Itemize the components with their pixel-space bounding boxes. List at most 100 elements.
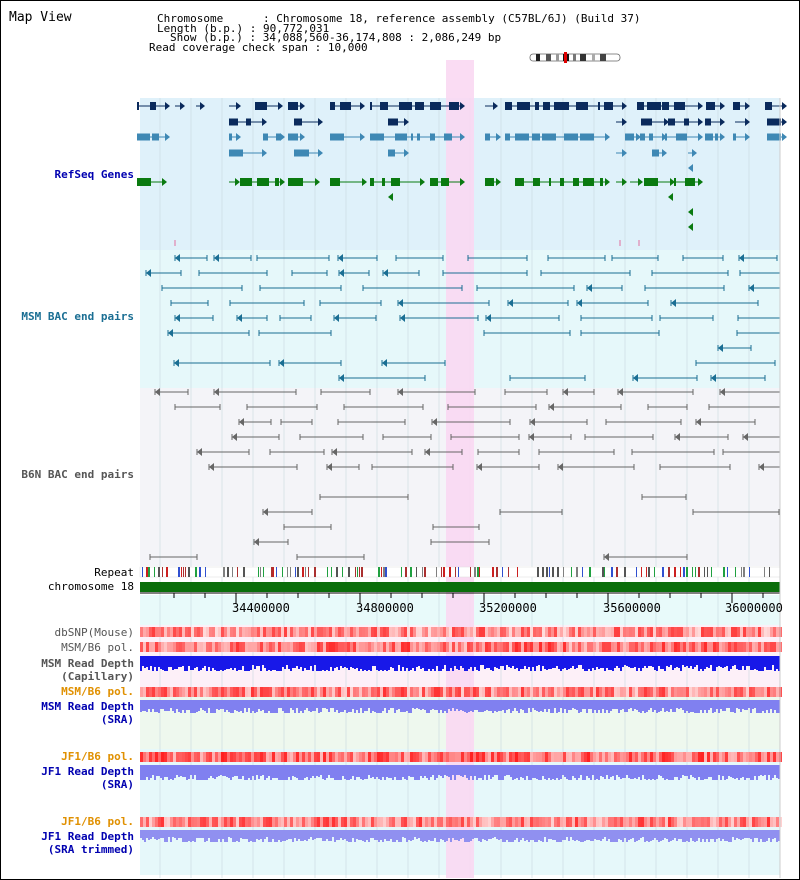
- track-label-jf1-depth[interactable]: JF1 Read Depth: [41, 765, 134, 778]
- jf1-trimmed-depth-bar: [462, 830, 464, 838]
- polymorphism-heat-cell: [569, 627, 572, 637]
- polymorphism-heat-cell: [668, 687, 671, 697]
- track-label-chromosome[interactable]: chromosome 18: [47, 580, 134, 593]
- track-label-msm-depth-cap[interactable]: MSM Read Depth: [41, 657, 134, 670]
- polymorphism-heat-cell: [353, 752, 356, 762]
- jf1-trimmed-depth-bar: [160, 830, 162, 838]
- polymorphism-heat-cell: [251, 687, 254, 697]
- jf1-depth-bar: [396, 765, 398, 780]
- polymorphism-heat-cell: [269, 752, 272, 762]
- page-title: Map View: [9, 10, 72, 25]
- jf1-trimmed-depth-bar: [478, 830, 480, 841]
- polymorphism-heat-cell: [560, 687, 563, 697]
- track-label-refseq[interactable]: RefSeq Genes: [54, 168, 134, 181]
- track-label-msm-b6-pol-1[interactable]: MSM/B6 pol.: [61, 641, 134, 654]
- gene-exon: [150, 102, 156, 110]
- msm-sra-depth-bar: [190, 700, 192, 713]
- polymorphism-heat-cell: [158, 627, 161, 637]
- track-label-msm-depth-sra[interactable]: MSM Read Depth: [41, 700, 134, 713]
- polymorphism-heat-cell: [602, 752, 605, 762]
- msm-capillary-depth-bar: [594, 656, 596, 670]
- msm-sra-depth-bar: [576, 700, 578, 710]
- jf1-trimmed-depth-bar: [402, 830, 404, 837]
- chromosome-ideogram[interactable]: [528, 52, 624, 64]
- b6n-bac-pair-arrow: [432, 418, 437, 426]
- polymorphism-heat-cell: [542, 642, 545, 652]
- track-label-repeat[interactable]: Repeat: [94, 566, 134, 579]
- msm-capillary-depth-bar: [276, 656, 278, 671]
- jf1-trimmed-depth-bar: [166, 830, 168, 842]
- polymorphism-heat-cell: [536, 627, 539, 637]
- jf1-depth-bar: [308, 765, 310, 780]
- msm-sra-depth-bar: [524, 700, 526, 713]
- track-label-msm-b6-pol-2[interactable]: MSM/B6 pol.: [61, 685, 134, 698]
- track-label-b6n-bac[interactable]: B6N BAC end pairs: [21, 468, 134, 481]
- gene-exon: [380, 102, 388, 110]
- polymorphism-heat-cell: [311, 627, 314, 637]
- polymorphism-heat-cell: [599, 627, 602, 637]
- msm-capillary-depth-bar: [556, 656, 558, 666]
- msm-sra-depth-bar: [218, 700, 220, 710]
- track-label-jf1-b6-pol-1[interactable]: JF1/B6 pol.: [61, 750, 134, 763]
- msm-capillary-depth-bar: [370, 656, 372, 671]
- polymorphism-heat-cell: [434, 642, 437, 652]
- repeat-mark: [563, 567, 564, 577]
- gene-strand-arrow: [460, 133, 465, 141]
- polymorphism-heat-cell: [632, 627, 635, 637]
- polymorphism-heat-cell: [761, 752, 764, 762]
- msm-sra-depth-bar: [746, 700, 748, 710]
- jf1-trimmed-depth-bar: [620, 830, 622, 840]
- polymorphism-heat-cell: [581, 642, 584, 652]
- polymorphism-heat-cell: [584, 752, 587, 762]
- polymorphism-heat-cell: [437, 817, 440, 827]
- msm-sra-depth-bar: [680, 700, 682, 708]
- msm-capillary-depth-bar: [768, 656, 770, 670]
- track-label-msm-bac[interactable]: MSM BAC end pairs: [21, 310, 134, 323]
- msm-capillary-depth-bar: [524, 656, 526, 666]
- polymorphism-heat-cell: [332, 627, 335, 637]
- polymorphism-heat-cell: [425, 817, 428, 827]
- repeat-mark: [142, 567, 143, 577]
- polymorphism-heat-cell: [647, 752, 650, 762]
- jf1-depth-bar: [188, 765, 190, 779]
- jf1-trimmed-depth-bar: [452, 830, 454, 838]
- track-label-jf1-depth-trim[interactable]: JF1 Read Depth: [41, 830, 134, 843]
- polymorphism-heat-cell: [179, 687, 182, 697]
- polymorphism-heat-cell: [179, 752, 182, 762]
- gene-exon: [705, 118, 711, 126]
- jf1-depth-bar: [178, 765, 180, 777]
- polymorphism-heat-cell: [728, 687, 731, 697]
- polymorphism-heat-cell: [419, 687, 422, 697]
- jf1-trimmed-depth-bar: [630, 830, 632, 839]
- track-label-dbsnp[interactable]: dbSNP(Mouse): [54, 626, 134, 639]
- track-label-jf1-b6-pol-2[interactable]: JF1/B6 pol.: [61, 815, 134, 828]
- polymorphism-heat-cell: [293, 752, 296, 762]
- msm-capillary-depth-bar: [670, 656, 672, 665]
- polymorphism-heat-cell: [494, 687, 497, 697]
- jf1-trimmed-depth-bar: [618, 830, 620, 839]
- jf1-trimmed-depth-bar: [514, 830, 516, 840]
- polymorphism-heat-cell: [533, 627, 536, 637]
- jf1-depth-bar: [740, 765, 742, 778]
- polymorphism-heat-cell: [404, 752, 407, 762]
- jf1-depth-bar: [596, 765, 598, 779]
- msm-capillary-depth-bar: [436, 656, 438, 666]
- gene-exon: [275, 178, 279, 186]
- jf1-depth-bar: [694, 765, 696, 778]
- polymorphism-heat-cell: [245, 642, 248, 652]
- jf1-trimmed-depth-bar: [648, 830, 650, 842]
- polymorphism-heat-cell: [296, 687, 299, 697]
- jf1-trimmed-depth-bar: [610, 830, 612, 842]
- jf1-trimmed-depth-bar: [416, 830, 418, 839]
- msm-sra-depth-bar: [742, 700, 744, 709]
- polymorphism-heat-cell: [410, 642, 413, 652]
- polymorphism-heat-cell: [608, 642, 611, 652]
- repeat-mark: [636, 567, 637, 577]
- polymorphism-heat-cell: [332, 642, 335, 652]
- jf1-trimmed-depth-bar: [454, 830, 456, 840]
- jf1-trimmed-depth-bar: [152, 830, 154, 837]
- polymorphism-heat-cell: [359, 627, 362, 637]
- msm-sra-depth-bar: [394, 700, 396, 713]
- polymorphism-heat-cell: [428, 627, 431, 637]
- msm-sra-depth-bar: [432, 700, 434, 709]
